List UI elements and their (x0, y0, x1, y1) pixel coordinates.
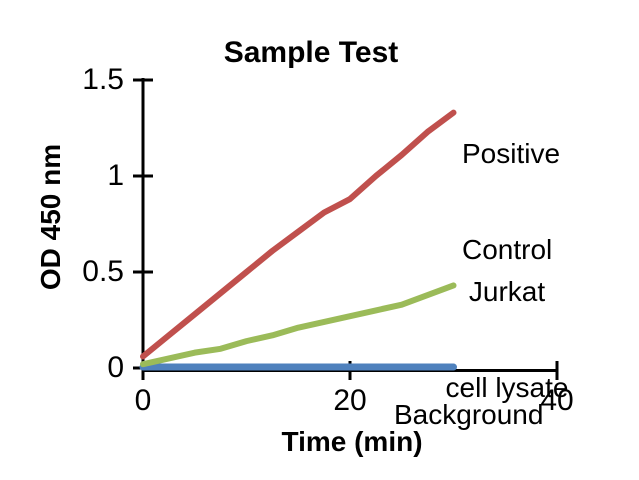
jurkat-cell-lysate-annotation: Jurkat cell lysate (417, 212, 597, 468)
positive-control-annotation: Positive Control (462, 74, 560, 330)
positive-control-annotation-line1: Positive (462, 138, 561, 169)
background-annotation: Background (394, 335, 543, 480)
y-tick-label-1: 1 (107, 159, 124, 192)
jurkat-cell-lysate-series-line (140, 282, 457, 368)
y-axis-title: OD 450 nm (35, 143, 66, 291)
chart-title: Sample Test (223, 36, 399, 69)
positive-control-series-line (140, 109, 457, 360)
positive-control-annotation-line2: Control (462, 234, 553, 265)
x-tick-label-40: 40 (540, 384, 574, 417)
x-axis-title: Time (min) (281, 426, 423, 457)
background-annotation-line1: Background (394, 399, 544, 430)
y-tick-label-0: 0 (107, 351, 124, 384)
y-tick-label-0p5: 0.5 (82, 255, 124, 288)
jurkat-annotation-line1: Jurkat (468, 276, 546, 307)
y-tick-label-1p5: 1.5 (82, 63, 124, 96)
jurkat-annotation-line2: cell lysate (445, 372, 569, 403)
x-tick-label-20: 20 (333, 384, 367, 417)
x-tick-label-0: 0 (134, 384, 152, 417)
